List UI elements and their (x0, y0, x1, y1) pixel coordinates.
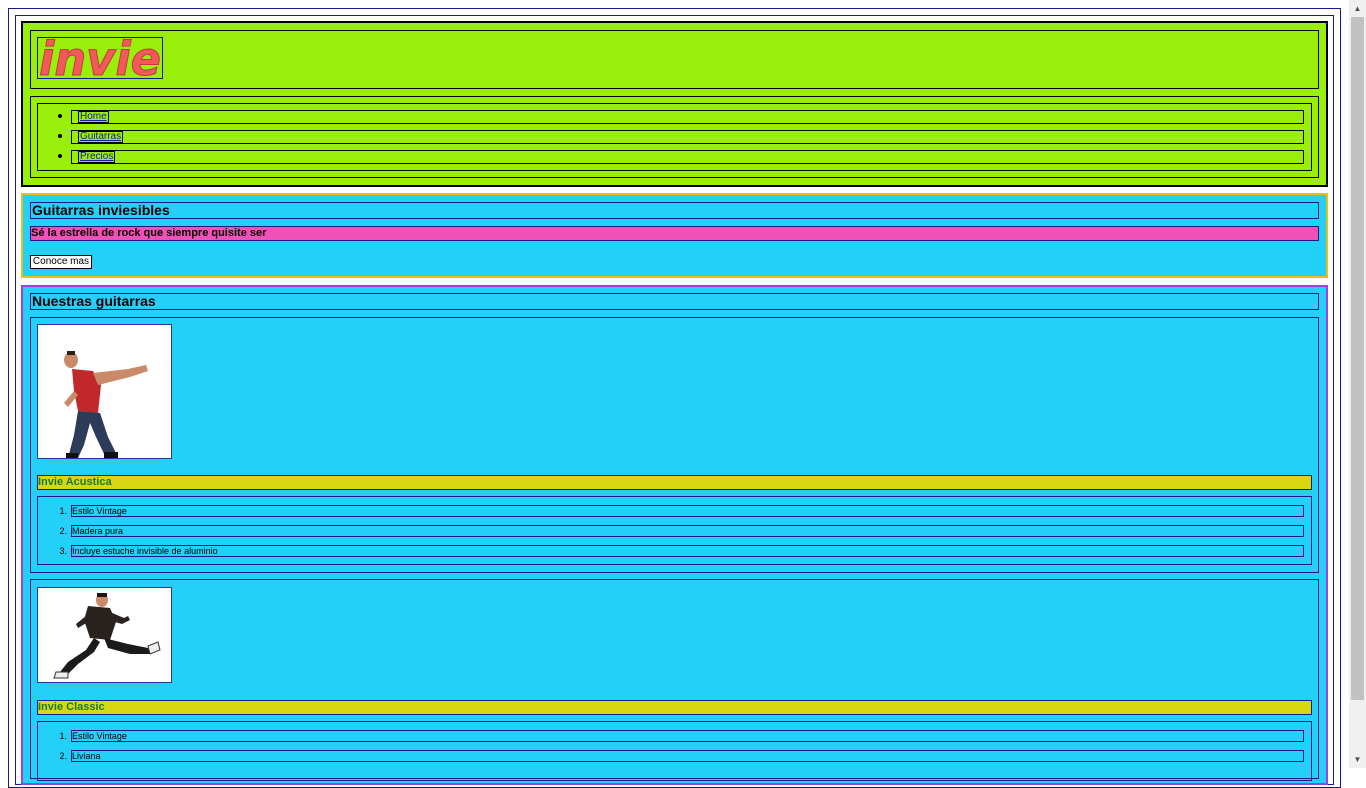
feature-item: Incluye estuche invisible de aluminio (71, 545, 1304, 557)
product-name: Invie Acustica (37, 475, 1312, 490)
main-nav (37, 103, 1312, 171)
logo-image: invie (39, 38, 162, 78)
nav-item-precios: Precios (71, 150, 1304, 164)
logo-container (30, 30, 1319, 89)
scroll-down-arrow-icon[interactable]: ▼ (1353, 755, 1362, 764)
nav-item-home: Home (71, 110, 1304, 124)
list-number: 2. (59, 526, 67, 536)
product-image-classic (37, 587, 172, 683)
list-number: 2. (59, 751, 67, 761)
learn-more-button[interactable]: Conoce mas (30, 255, 92, 269)
product-image-acustica (37, 324, 172, 459)
guitarist-photo (38, 325, 171, 458)
scroll-up-arrow-icon[interactable]: ▲ (1353, 4, 1362, 13)
vertical-scrollbar[interactable]: ▲ ▼ (1349, 0, 1366, 768)
nav-bullet (58, 134, 62, 138)
nav-item-guitarras: Guitarras (71, 130, 1304, 144)
list-number: 1. (59, 731, 67, 741)
feature-item: Estilo Vintage (71, 505, 1304, 517)
nav-link-precios[interactable]: Precios (78, 151, 116, 163)
feature-item: Liviana (71, 750, 1304, 762)
logo-text: invie (39, 38, 161, 78)
hero-title: Guitarras inviesibles (30, 202, 1319, 219)
nav-container (30, 96, 1319, 178)
feature-item: Estilo Vintage (71, 730, 1304, 742)
feature-list (37, 496, 1312, 565)
scrollbar-thumb[interactable] (1351, 17, 1364, 700)
hero-subtitle: Sé la estrella de rock que siempre quisi… (30, 226, 1319, 241)
product-card (30, 317, 1319, 573)
list-number: 3. (59, 546, 67, 556)
site-header (21, 21, 1328, 187)
list-number: 1. (59, 506, 67, 516)
nav-link-guitarras[interactable]: Guitarras (78, 131, 124, 143)
nav-bullet (58, 154, 62, 158)
nav-bullet (58, 114, 62, 118)
nav-link-home[interactable]: Home (78, 111, 109, 123)
feature-item: Madera pura (71, 525, 1304, 537)
jumping-guitarist-photo (38, 588, 171, 682)
products-title: Nuestras guitarras (30, 293, 1319, 310)
site-logo[interactable]: invie (37, 37, 163, 79)
product-name: Invie Classic (37, 700, 1312, 715)
